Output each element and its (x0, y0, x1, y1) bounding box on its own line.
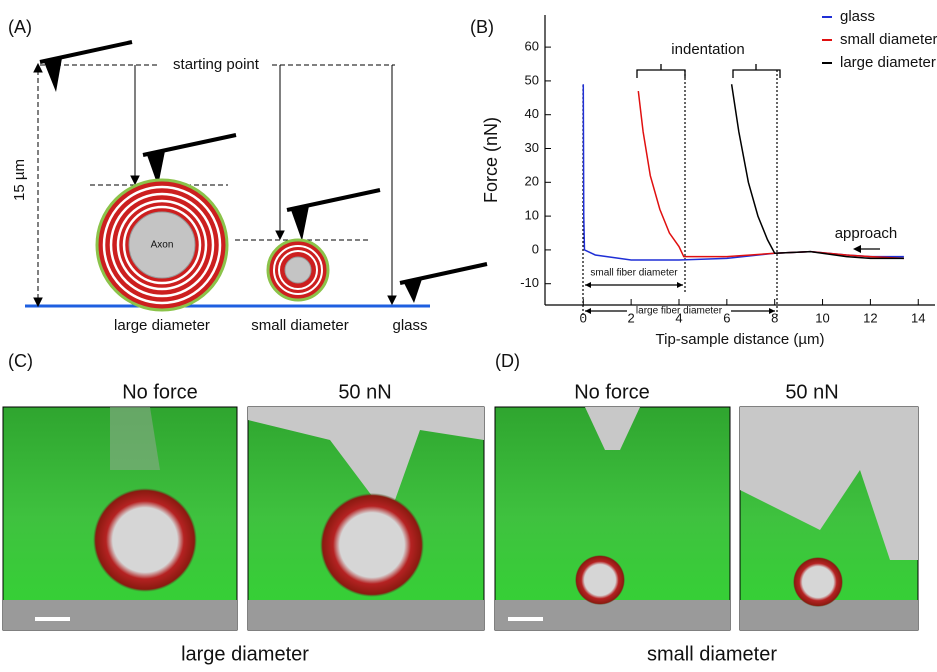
y-tick-label: 30 (525, 140, 539, 155)
y-tick-label: 50 (525, 72, 539, 87)
y-tick-label: -10 (520, 275, 539, 290)
x-axis-title: Tip-sample distance (µm) (656, 331, 825, 348)
x-tick-label: 8 (771, 310, 778, 325)
annotation: indentation (671, 41, 744, 58)
panel-label: (B) (470, 17, 494, 37)
height-label: 15 µm (11, 159, 28, 201)
image-title: 50 nN (785, 381, 838, 403)
fiber-label: glass (392, 317, 427, 334)
y-tick-label: 0 (532, 241, 539, 256)
y-tick-label: 40 (525, 106, 539, 121)
marker-lines (583, 70, 777, 318)
image-title: No force (122, 381, 198, 403)
small-fiber (268, 240, 328, 300)
x-tick-label: 10 (815, 310, 829, 325)
x-tick-label: 0 (580, 310, 587, 325)
image-title: 50 nN (338, 381, 391, 403)
fiber-label: small diameter (251, 317, 349, 334)
legend-label: large diameter (840, 54, 936, 71)
caption: small diameter (647, 643, 777, 665)
fiber-label: large diameter (114, 317, 210, 334)
annotation: approach (835, 225, 898, 242)
image-title: No force (574, 381, 650, 403)
arrowheads (585, 245, 861, 314)
y-tick-label: 60 (525, 39, 539, 54)
x-tick-label: 14 (911, 310, 925, 325)
panel-label: (C) (8, 351, 33, 371)
axon-label: Axon (151, 240, 174, 251)
x-tick-label: 4 (675, 310, 682, 325)
y-tick-label: 20 (525, 174, 539, 189)
figure: (A) starting point 15 µm Axon large diam… (0, 0, 937, 667)
x-tick-label: 6 (723, 310, 730, 325)
panel-label: (A) (8, 17, 32, 37)
legend-label: small diameter (840, 31, 937, 48)
micrographs (3, 407, 918, 630)
caption: large diameter (181, 643, 309, 665)
y-tick-label: 10 (525, 208, 539, 223)
x-tick-label: 12 (863, 310, 877, 325)
legend-label: glass (840, 8, 875, 25)
annotation: small fiber diameter (590, 268, 678, 279)
y-axis-title: Force (nN) (481, 117, 501, 203)
starting-point: starting point (173, 56, 260, 73)
panel-label: (D) (495, 351, 520, 371)
x-tick-label: 2 (628, 310, 635, 325)
